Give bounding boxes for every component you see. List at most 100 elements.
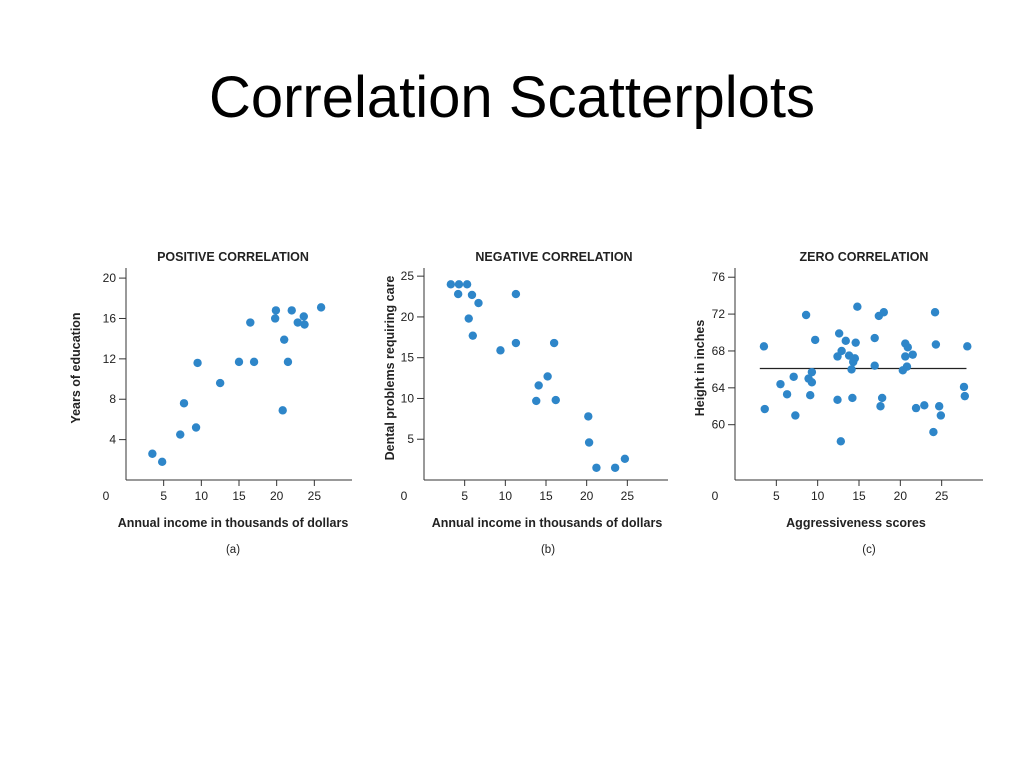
- x-tick-label: 0: [712, 489, 719, 503]
- scatter-point: [551, 395, 560, 405]
- scatter-point: [293, 318, 302, 327]
- scatter-point: [931, 340, 941, 349]
- x-tick-label: 0: [103, 489, 110, 503]
- scatter-point: [776, 379, 785, 389]
- scatter-point: [467, 290, 477, 300]
- scatter-point: [157, 457, 167, 467]
- scatter-point: [877, 393, 887, 403]
- scatter-point: [234, 357, 244, 367]
- scatter-point: [759, 342, 769, 351]
- scatter-point: [453, 289, 463, 299]
- chart-negative: NEGATIVE CORRELATION 5 10 15 20 25 0 5 10 15 20 25 A…: [383, 250, 668, 556]
- x-tick-label: 5: [773, 489, 780, 503]
- scatter-point: [853, 302, 862, 311]
- scatter-point: [511, 338, 521, 348]
- scatter-point: [903, 343, 912, 352]
- scatter-point: [474, 298, 483, 308]
- scatter-point: [283, 357, 293, 367]
- scatter-point: [911, 403, 921, 413]
- scatter-point: [963, 342, 972, 351]
- chart-title: ZERO CORRELATION: [800, 250, 929, 264]
- y-axis-label: Dental problems requiring care: [383, 276, 397, 461]
- scatter-point: [851, 338, 860, 347]
- slide-title: Correlation Scatterplots: [208, 65, 816, 130]
- chart-caption: (c): [862, 544, 876, 556]
- y-axis-label: Height in inches: [693, 320, 707, 417]
- scatter-point: [191, 423, 201, 432]
- y-tick-label: 20: [103, 271, 117, 285]
- scatter-point: [960, 391, 970, 401]
- scatter-point: [534, 381, 543, 390]
- x-axis-label: Annual income in thousands of dollars: [118, 516, 349, 530]
- scatter-point: [454, 280, 464, 289]
- scatter-point: [620, 454, 630, 463]
- scatter-point: [193, 358, 202, 368]
- scatter-point: [215, 378, 225, 388]
- scatter-point: [876, 402, 885, 411]
- scatter-point: [841, 336, 850, 346]
- scatter-point: [592, 463, 601, 472]
- y-tick-label: 20: [401, 310, 415, 324]
- scatter-point: [610, 463, 620, 472]
- scatter-point: [249, 357, 259, 367]
- x-tick-label: 15: [232, 489, 246, 503]
- scatter-point: [908, 350, 917, 359]
- scatter-point: [464, 314, 473, 323]
- x-tick-label: 5: [160, 489, 167, 503]
- chart-positive: POSITIVE CORRELATION 4 8 12 16 20 0 5 10 15 20 25 An…: [69, 250, 352, 556]
- y-tick-label: 12: [103, 352, 117, 366]
- y-tick-label: 60: [712, 418, 726, 432]
- scatter-point: [789, 372, 798, 381]
- scatter-point: [584, 438, 594, 447]
- y-tick-label: 76: [712, 270, 726, 284]
- scatter-point: [543, 372, 552, 381]
- scatter-point: [549, 338, 559, 348]
- scatter-point: [806, 391, 815, 400]
- scatter-point: [176, 430, 185, 439]
- scatter-point: [468, 331, 477, 340]
- y-tick-label: 64: [712, 381, 726, 395]
- chart-caption: (b): [541, 544, 555, 556]
- scatter-point: [511, 289, 521, 299]
- y-tick-label: 72: [712, 307, 726, 321]
- scatter-point: [446, 280, 456, 289]
- scatter-point: [847, 365, 856, 374]
- y-tick-label: 5: [407, 432, 414, 446]
- scatter-point: [271, 306, 281, 315]
- scatter-point: [959, 382, 969, 392]
- y-tick-label: 10: [401, 391, 415, 405]
- x-tick-label: 5: [461, 489, 468, 503]
- scatter-point: [807, 367, 817, 377]
- scatter-point: [299, 312, 308, 321]
- scatter-point: [934, 402, 944, 411]
- scatter-point: [316, 303, 326, 312]
- scatter-point: [782, 390, 792, 399]
- x-tick-label: 20: [580, 489, 594, 503]
- scatter-point: [834, 329, 844, 338]
- x-tick-label: 25: [935, 489, 949, 503]
- scatter-point: [902, 362, 912, 371]
- scatter-point: [278, 406, 287, 415]
- x-axis-label: Annual income in thousands of dollars: [432, 516, 663, 530]
- scatter-point: [270, 314, 280, 323]
- y-axis-label: Years of education: [69, 312, 83, 423]
- scatter-point: [930, 308, 940, 317]
- chart-title: POSITIVE CORRELATION: [157, 250, 309, 264]
- x-tick-label: 10: [499, 489, 513, 503]
- chart-title: NEGATIVE CORRELATION: [475, 250, 632, 264]
- y-tick-label: 4: [109, 433, 116, 447]
- scatter-point: [791, 411, 800, 420]
- scatter-point: [280, 335, 289, 344]
- scatter-point: [532, 396, 541, 406]
- scatter-point: [246, 318, 255, 327]
- scatter-point: [760, 404, 769, 414]
- scatter-point: [148, 449, 157, 458]
- scatter-point: [870, 333, 879, 343]
- x-tick-label: 10: [195, 489, 209, 503]
- x-tick-label: 25: [308, 489, 322, 503]
- scatter-point: [462, 280, 472, 289]
- y-tick-label: 8: [109, 392, 116, 406]
- scatter-point: [496, 346, 505, 355]
- scatter-point: [300, 320, 309, 329]
- scatter-point: [901, 352, 910, 361]
